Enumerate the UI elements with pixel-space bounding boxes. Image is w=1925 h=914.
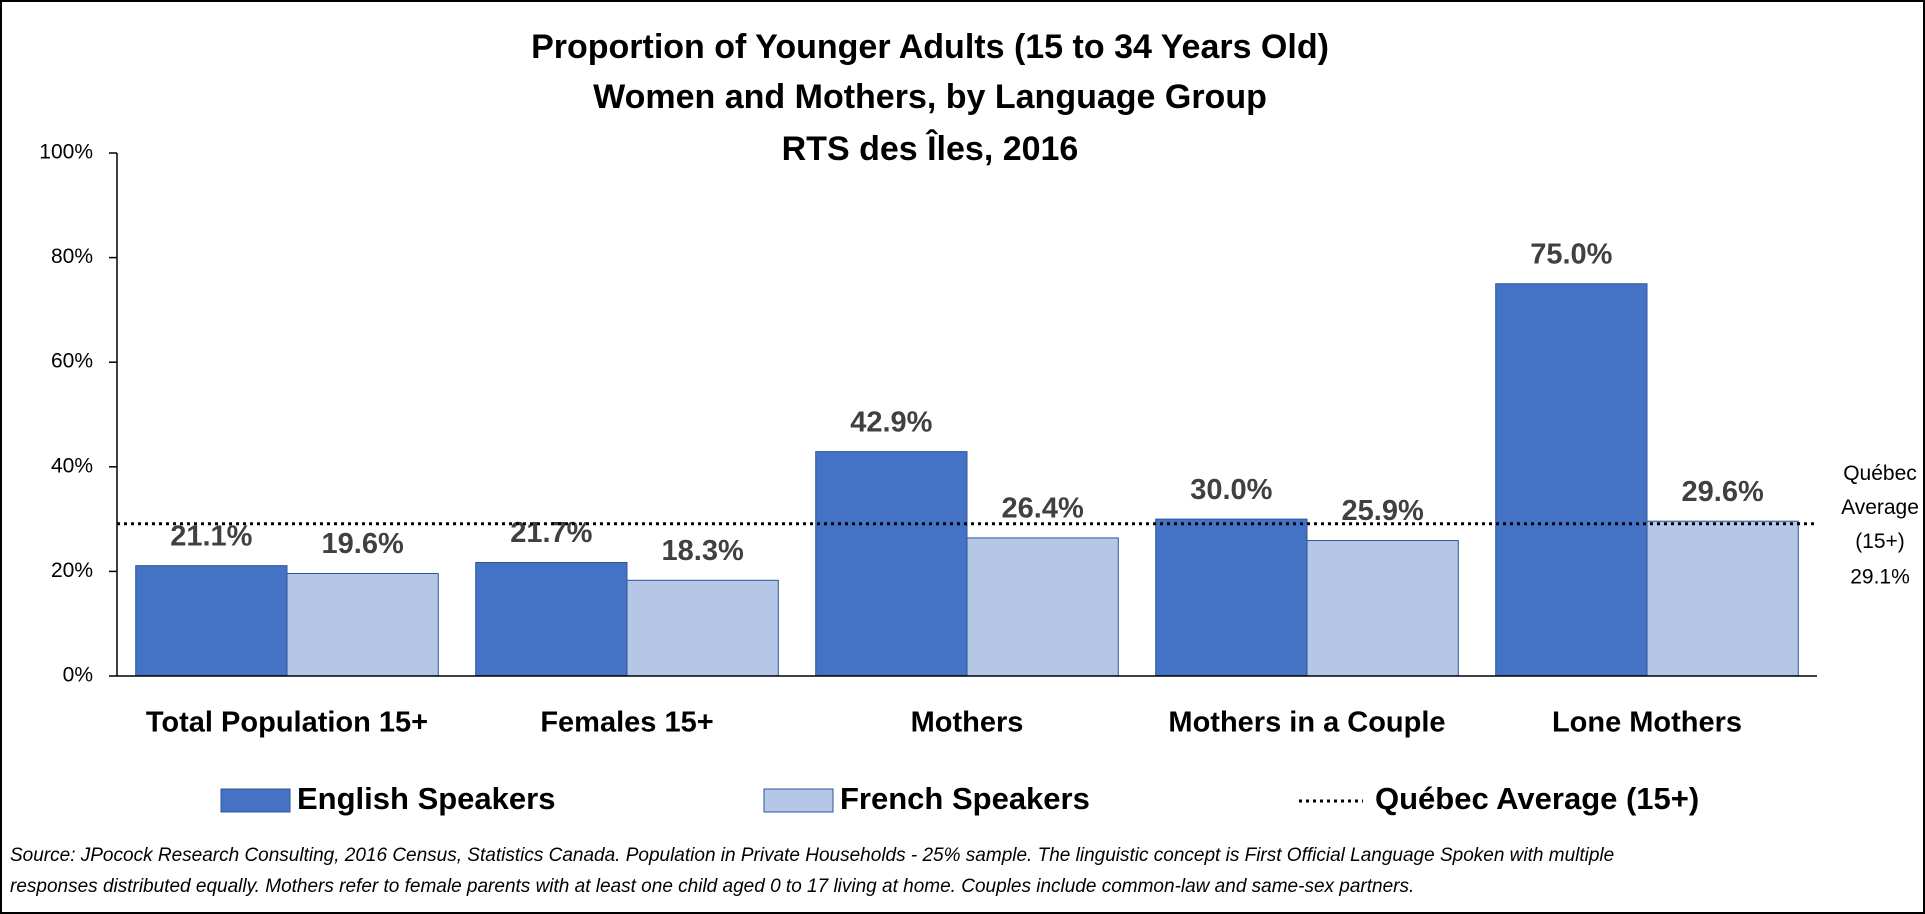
bar [1155, 518, 1308, 677]
reference-value-label: 29.1% [1850, 566, 1910, 589]
bar [966, 537, 1119, 677]
chart-title: Women and Mothers, by Language Group [593, 78, 1267, 116]
x-tick-label: Mothers in a Couple [1168, 707, 1445, 739]
bar [286, 572, 439, 677]
bar [475, 562, 628, 677]
legend-label: Québec Average (15+) [1375, 781, 1699, 816]
y-tick-label: 0% [63, 664, 93, 687]
legend-swatch [220, 788, 291, 813]
y-tick-label: 60% [51, 350, 93, 373]
reference-annotation-line: Québec [1843, 462, 1917, 485]
bar [1646, 520, 1799, 677]
value-label: 21.7% [510, 517, 592, 549]
source-note: Source: JPocock Research Consulting, 201… [10, 845, 1614, 866]
value-label: 75.0% [1530, 238, 1612, 270]
value-label: 18.3% [662, 535, 744, 567]
value-label: 29.6% [1682, 476, 1764, 508]
y-tick-label: 100% [39, 141, 93, 164]
value-label: 42.9% [850, 406, 932, 438]
x-tick-label: Total Population 15+ [146, 707, 428, 739]
value-label: 21.1% [170, 520, 252, 552]
x-tick-label: Females 15+ [540, 707, 713, 739]
legend-swatch [763, 788, 834, 813]
value-label: 19.6% [322, 528, 404, 560]
x-tick-label: Lone Mothers [1552, 707, 1742, 739]
value-label: 25.9% [1342, 495, 1424, 527]
source-note: responses distributed equally. Mothers r… [10, 876, 1414, 897]
x-tick-label: Mothers [911, 707, 1024, 739]
y-tick-label: 20% [51, 559, 93, 582]
bar [626, 579, 779, 677]
bar [815, 451, 968, 677]
reference-annotation: Québec Average (15+) [1841, 462, 1919, 553]
value-label: 30.0% [1190, 474, 1272, 506]
bar [1306, 540, 1459, 677]
chart-title: Proportion of Younger Adults (15 to 34 Y… [531, 28, 1329, 66]
value-label: 26.4% [1002, 493, 1084, 525]
bar [135, 565, 288, 677]
reference-annotation-line: Average [1841, 496, 1919, 519]
reference-annotation-line: (15+) [1855, 530, 1905, 553]
y-tick-label: 80% [51, 245, 93, 268]
chart-title: RTS des Îles, 2016 [782, 130, 1079, 168]
legend-label: French Speakers [840, 781, 1090, 816]
legend-label: English Speakers [297, 781, 555, 816]
y-tick-label: 40% [51, 454, 93, 477]
bar [1495, 283, 1648, 677]
